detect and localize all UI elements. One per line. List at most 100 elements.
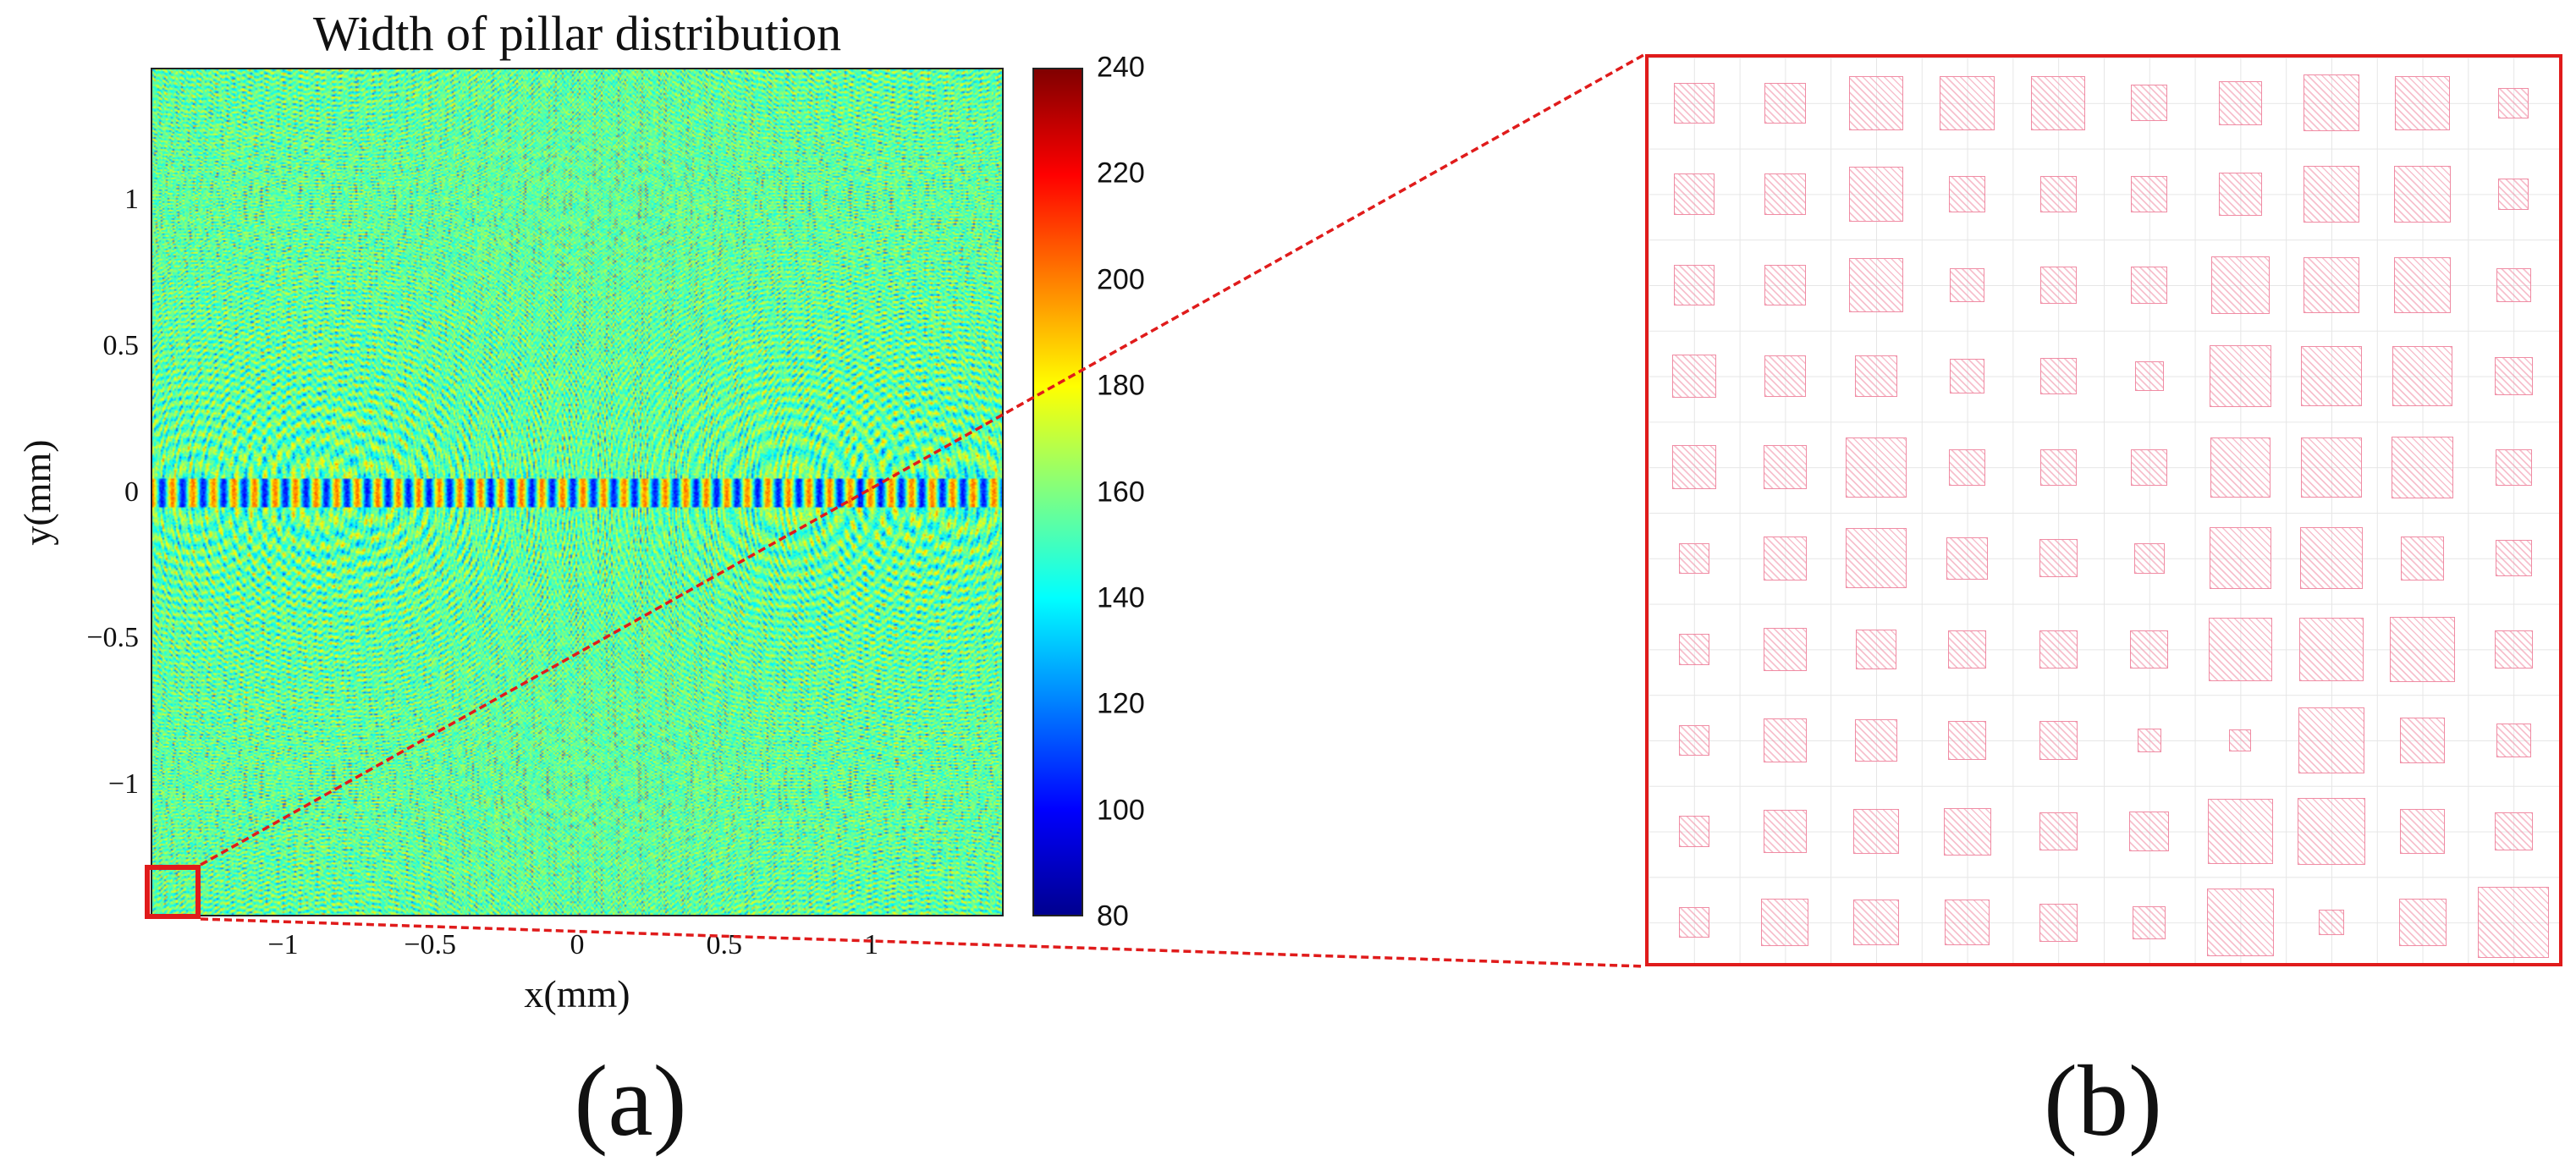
y-tick-label: 1 xyxy=(124,183,139,215)
pillar xyxy=(2209,527,2271,590)
colorbar-tick-label: 140 xyxy=(1097,581,1145,614)
pillar xyxy=(2218,172,2263,217)
pillar xyxy=(1949,175,1986,212)
pillar xyxy=(2210,437,2271,498)
colorbar-tick-label: 160 xyxy=(1097,476,1145,508)
pillar xyxy=(2039,175,2077,212)
pillar xyxy=(2206,889,2275,956)
pillar xyxy=(2131,175,2168,212)
pillar xyxy=(2129,811,2170,852)
y-tick-label: −1 xyxy=(107,768,139,801)
pillar xyxy=(2495,448,2532,486)
pillar xyxy=(1846,528,1907,589)
x-tick-label: −1 xyxy=(267,929,299,960)
colorbar-tick-label: 220 xyxy=(1097,157,1145,190)
pillar xyxy=(2208,617,2273,682)
pillar xyxy=(1763,627,1808,672)
pillar xyxy=(2395,75,2450,131)
pillar xyxy=(2209,345,2271,408)
pillar xyxy=(1846,437,1907,498)
pillar xyxy=(1764,173,1806,215)
x-axis-label: x(mm) xyxy=(524,972,630,1015)
pillar xyxy=(2496,723,2531,758)
colorbar-tick-label: 80 xyxy=(1097,900,1129,933)
pillar xyxy=(1853,808,1899,855)
pillar xyxy=(2133,905,2166,939)
pillar xyxy=(2137,729,2161,752)
colorbar-tick-label: 200 xyxy=(1097,263,1145,296)
pillar xyxy=(2494,812,2533,851)
pillar xyxy=(2478,887,2550,959)
pillar xyxy=(2398,899,2447,947)
pillar xyxy=(2318,910,2345,936)
pillar xyxy=(2394,166,2451,223)
pillar xyxy=(2496,267,2531,303)
x-tick-label: −0.5 xyxy=(404,929,457,960)
pillar xyxy=(1946,537,1989,580)
pillar xyxy=(2394,256,2451,314)
pillar xyxy=(2497,179,2529,210)
pillar xyxy=(2039,358,2077,395)
colorbar-tick-label: 100 xyxy=(1097,794,1145,827)
pillar xyxy=(1761,899,1809,947)
pillar xyxy=(2298,707,2364,773)
pillar xyxy=(1853,900,1899,946)
x-tick-label: 0.5 xyxy=(706,929,743,960)
pillar xyxy=(2207,798,2274,865)
pillar xyxy=(1763,718,1808,762)
pillar xyxy=(2392,436,2454,498)
pillar xyxy=(2039,630,2078,669)
pillar xyxy=(2399,718,2446,763)
pillar xyxy=(2389,616,2456,683)
pillar xyxy=(2303,166,2360,223)
colorbar-tick-label: 240 xyxy=(1097,51,1145,84)
pillar xyxy=(1673,173,1715,215)
pillar xyxy=(1678,542,1710,575)
pillar xyxy=(2210,256,2270,315)
pillar xyxy=(2399,808,2446,855)
colorbar-tick-label: 120 xyxy=(1097,687,1145,720)
pillar xyxy=(1944,900,1990,946)
x-tick-label: 1 xyxy=(864,929,879,960)
zoomed-pillar-panel xyxy=(1645,54,2562,966)
pillar xyxy=(2229,729,2252,751)
pillar-width-heatmap xyxy=(151,68,1004,916)
pillar xyxy=(1763,445,1808,490)
pillar xyxy=(2299,617,2364,682)
panel-label-a: (a) xyxy=(574,1044,687,1157)
pillar xyxy=(2300,527,2363,590)
pillar xyxy=(1940,75,1995,131)
pillar xyxy=(2131,448,2168,486)
pillar xyxy=(1848,75,1904,131)
pillar xyxy=(2039,903,2078,942)
pillar xyxy=(2039,448,2077,486)
pillar xyxy=(1673,264,1715,306)
pillar xyxy=(2030,75,2086,131)
pillar xyxy=(2495,540,2532,577)
pillar xyxy=(1764,82,1806,124)
pillar xyxy=(2494,630,2533,669)
pillar xyxy=(2301,346,2362,407)
pillar xyxy=(2039,721,2078,760)
colorbar xyxy=(1032,68,1083,916)
colorbar-tick-label: 180 xyxy=(1097,369,1145,402)
panel-label-b: (b) xyxy=(2044,1044,2162,1157)
pillar xyxy=(1678,906,1710,938)
pillar xyxy=(1855,355,1897,398)
y-tick-label: 0.5 xyxy=(102,329,140,361)
y-tick-label: −0.5 xyxy=(86,622,139,654)
pillar xyxy=(2218,80,2263,125)
pillar xyxy=(2130,630,2169,669)
pillar xyxy=(1671,354,1716,399)
y-tick-label: 0 xyxy=(124,476,139,508)
pillar xyxy=(2131,267,2168,304)
pillar xyxy=(1950,359,1985,394)
pillar xyxy=(1950,267,1985,303)
pillar xyxy=(1848,167,1904,222)
zoom-region-marker xyxy=(145,865,201,919)
pillar xyxy=(2298,797,2365,866)
pillar xyxy=(2497,87,2529,119)
pillar xyxy=(1764,355,1806,397)
pillar xyxy=(1848,257,1904,313)
pillar xyxy=(2133,542,2166,575)
